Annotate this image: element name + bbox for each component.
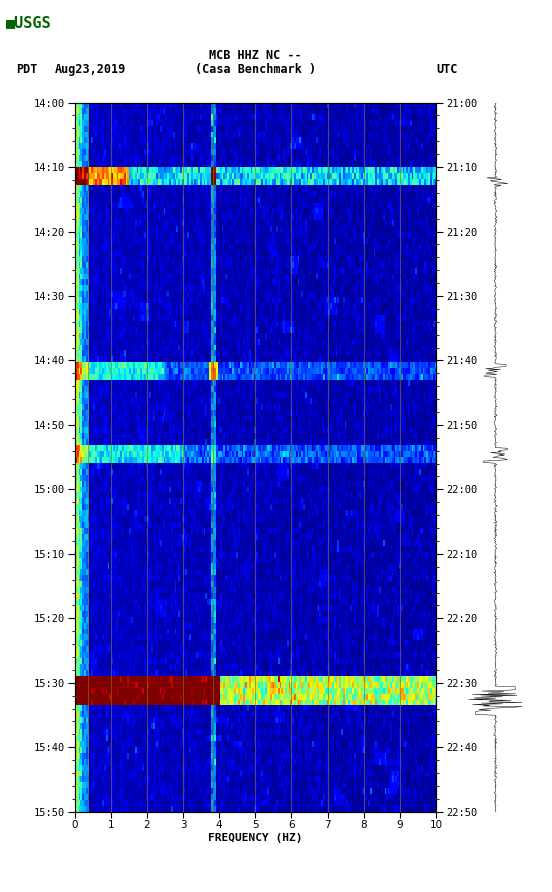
X-axis label: FREQUENCY (HZ): FREQUENCY (HZ) bbox=[208, 833, 302, 843]
Text: Aug23,2019: Aug23,2019 bbox=[55, 63, 126, 76]
Text: (Casa Benchmark ): (Casa Benchmark ) bbox=[195, 63, 316, 76]
Text: PDT: PDT bbox=[17, 63, 38, 76]
Text: MCB HHZ NC --: MCB HHZ NC -- bbox=[209, 49, 301, 62]
Text: UTC: UTC bbox=[436, 63, 458, 76]
Text: ■USGS: ■USGS bbox=[6, 15, 51, 29]
